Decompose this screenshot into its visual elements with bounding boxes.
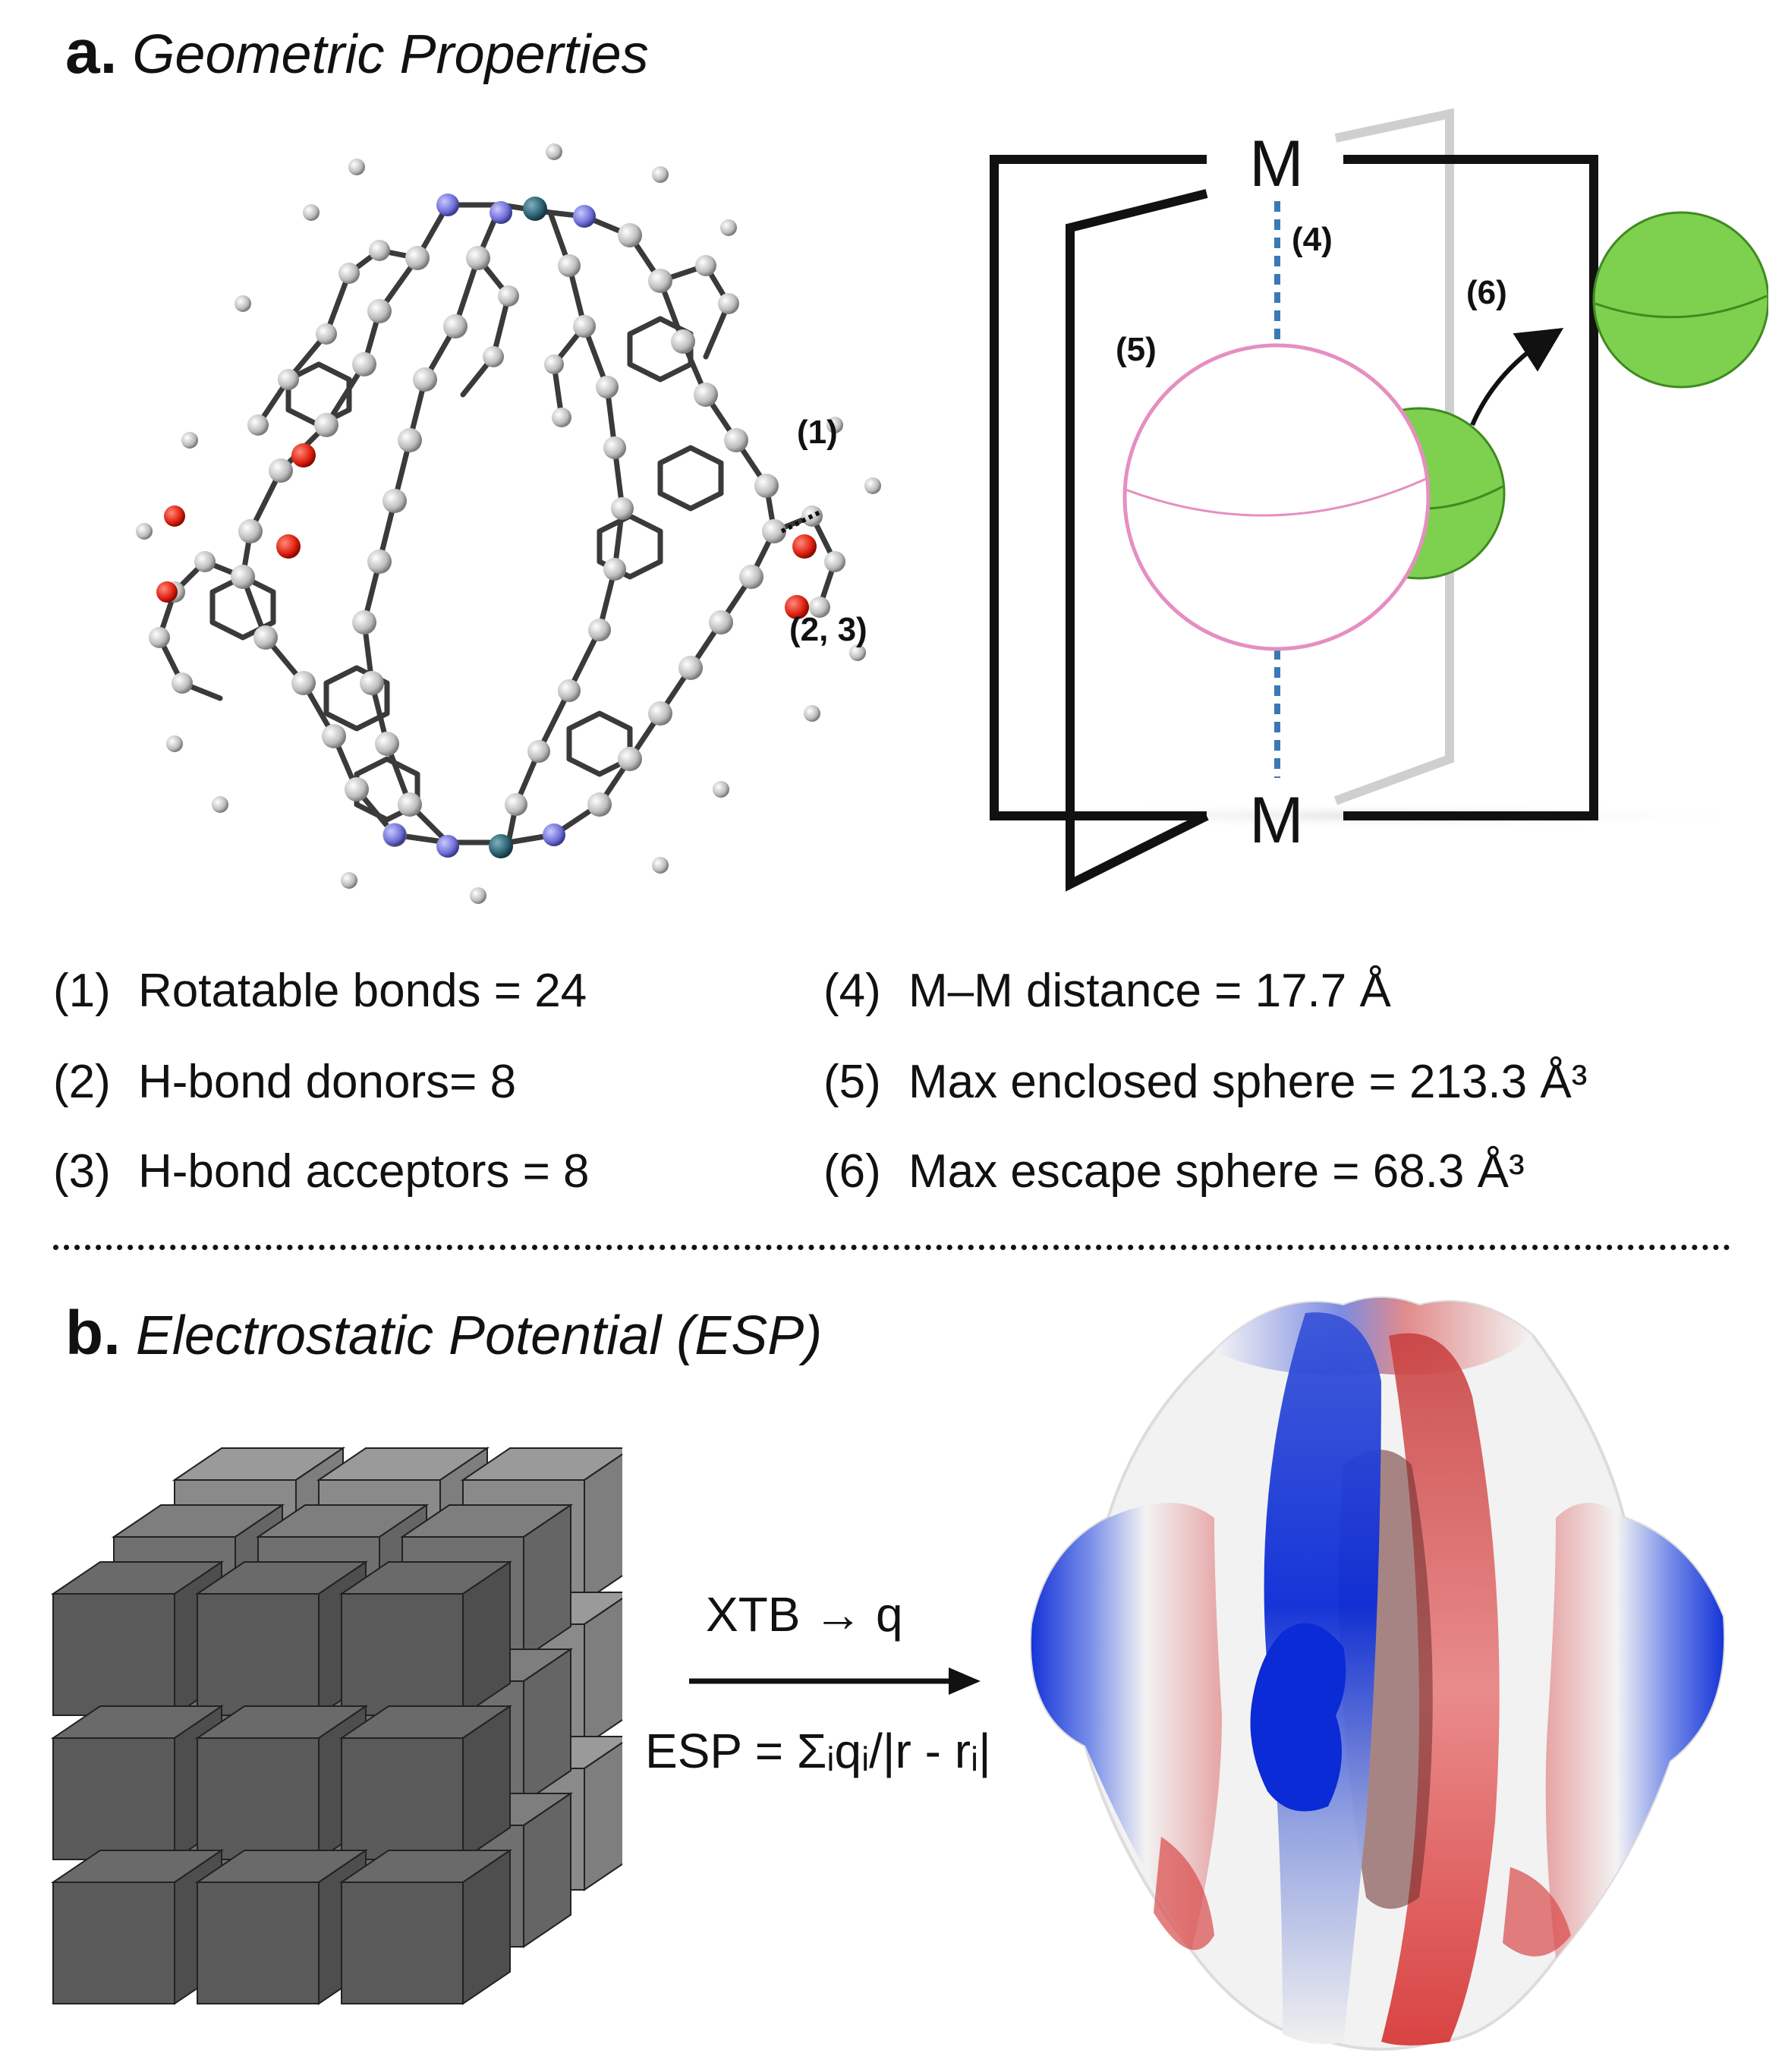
process-arrow	[689, 1667, 981, 1695]
cage-schematic: M M (4) (5) (6)	[979, 108, 1768, 892]
left-frame	[990, 155, 1207, 820]
esp-equation: ESP = Σᵢqᵢ/|r - rᵢ|	[645, 1724, 991, 1778]
molecule-label-rotatable: (1)	[797, 414, 838, 451]
property-2: (2) H-bond donors= 8	[53, 1056, 517, 1108]
enclosed-sphere	[1122, 343, 1431, 651]
label-escape: (6)	[1466, 274, 1507, 311]
escape-arrow	[1470, 328, 1564, 427]
molecule-structure	[136, 143, 881, 904]
panel-b-letter: b.	[65, 1299, 121, 1368]
property-1: (1) Rotatable bonds = 24	[53, 965, 587, 1017]
voxel-cube	[50, 1560, 225, 1717]
voxel-cube	[194, 1849, 369, 2005]
escape-sphere-outside	[1592, 211, 1768, 389]
voxel-cube	[338, 1705, 513, 1861]
middle-frame	[1066, 189, 1209, 892]
right-frame	[1343, 155, 1598, 820]
section-divider	[53, 1245, 1730, 1250]
panel-a-title: a. Geometric Properties	[65, 17, 649, 88]
voxel-cube	[194, 1705, 369, 1861]
voxel-cube	[50, 1849, 225, 2005]
panel-b-subtitle: Electrostatic Potential (ESP)	[135, 1305, 823, 1366]
voxel-cube	[338, 1560, 513, 1717]
molecule-label-hbond: (2, 3)	[789, 611, 867, 648]
property-4: (4) M–M distance = 17.7 Å	[823, 965, 1391, 1017]
label-distance: (4)	[1292, 221, 1333, 258]
voxel-cube	[50, 1705, 225, 1861]
panel-b-title: b. Electrostatic Potential (ESP)	[65, 1298, 822, 1369]
property-6: (6) Max escape sphere = 68.3 Å³	[823, 1145, 1525, 1198]
panel-a-subtitle: Geometric Properties	[132, 24, 649, 85]
metal-bottom-label: M	[1249, 784, 1304, 857]
property-3: (3) H-bond acceptors = 8	[53, 1145, 590, 1198]
voxel-grid	[50, 1447, 622, 2005]
panel-a-letter: a.	[65, 17, 118, 87]
voxel-cube	[194, 1560, 369, 1717]
esp-surface	[1029, 1296, 1726, 2051]
arrow-top-label: XTB → q	[706, 1587, 903, 1642]
metal-top-label: M	[1249, 128, 1304, 200]
voxel-cube	[338, 1849, 513, 2005]
property-5: (5) Max enclosed sphere = 213.3 Å³	[823, 1056, 1588, 1108]
label-enclosed: (5)	[1116, 331, 1157, 368]
